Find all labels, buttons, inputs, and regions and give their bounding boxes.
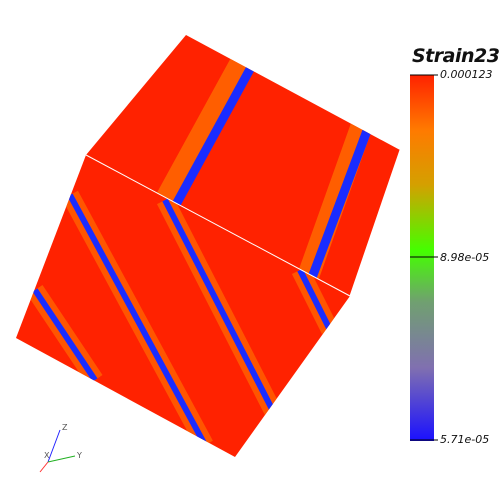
strain-band [297, 268, 333, 332]
axes-triad: Z X Y [39, 423, 82, 473]
cube-front-face [16, 155, 350, 457]
strain-band [32, 288, 98, 382]
color-bar [410, 75, 434, 441]
strain-band [67, 193, 208, 447]
legend-title: Strain23 [412, 45, 500, 67]
strain-band [305, 126, 373, 285]
scalar-bar [410, 74, 438, 441]
axis-x-label: X [44, 451, 50, 460]
legend-min-label: 5.71e-05 [440, 433, 490, 446]
axis-y-label: Y [76, 451, 82, 460]
legend-max-label: 0.000123 [440, 68, 493, 81]
legend-mid-label: 8.98e-05 [440, 251, 490, 264]
axis-z-label: Z [62, 423, 68, 432]
strain-band [169, 57, 259, 213]
strain-band [162, 198, 278, 417]
cube-edges [85, 149, 401, 297]
cube-top-face [86, 35, 400, 296]
